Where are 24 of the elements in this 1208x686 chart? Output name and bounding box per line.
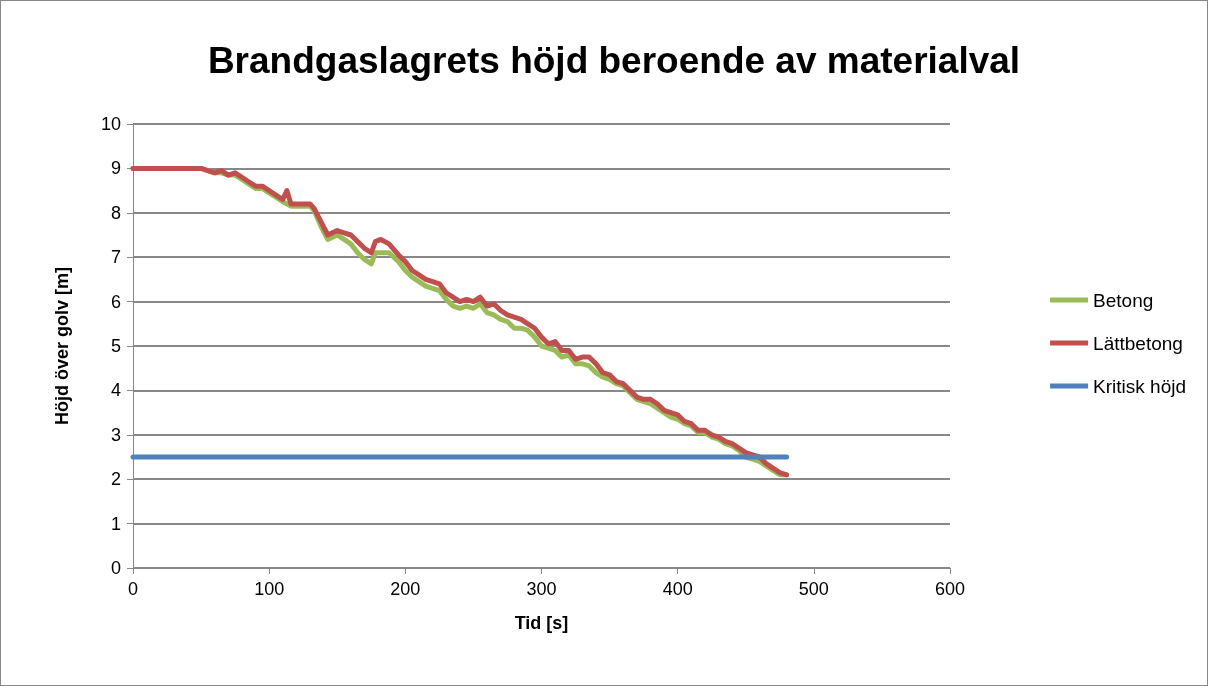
y-tick-label: 3 — [110, 424, 121, 445]
y-tick-label: 8 — [110, 202, 121, 223]
x-tick-label: 500 — [798, 579, 829, 599]
x-tick-label: 300 — [526, 579, 557, 599]
y-tick-label: 9 — [110, 158, 121, 179]
y-tick-label: 1 — [110, 513, 121, 534]
x-axis-title: Tid [s] — [514, 613, 569, 633]
x-tick-label: 0 — [127, 579, 139, 599]
y-axis-title: Höjd över golv [m] — [52, 266, 72, 426]
y-tick-label: 7 — [110, 247, 121, 268]
x-tick-label: 100 — [254, 579, 285, 599]
legend-label: Kritisk höjd — [1093, 375, 1186, 397]
y-tick-label: 0 — [110, 558, 121, 578]
x-tick-label: 200 — [390, 579, 421, 599]
x-tick-label: 600 — [934, 579, 966, 599]
y-tick-label: 4 — [110, 380, 121, 401]
legend-label: Betong — [1093, 289, 1154, 311]
x-tick-label: 400 — [662, 579, 693, 599]
y-tick-label: 5 — [110, 336, 121, 356]
chart-title: Brandgaslagrets höjd beroende av materialval — [207, 40, 1021, 81]
y-tick-label: 10 — [100, 114, 121, 134]
y-tick-label: 6 — [110, 291, 121, 312]
legend-label: Lättbetong — [1093, 332, 1183, 354]
y-tick-label: 2 — [110, 469, 121, 490]
